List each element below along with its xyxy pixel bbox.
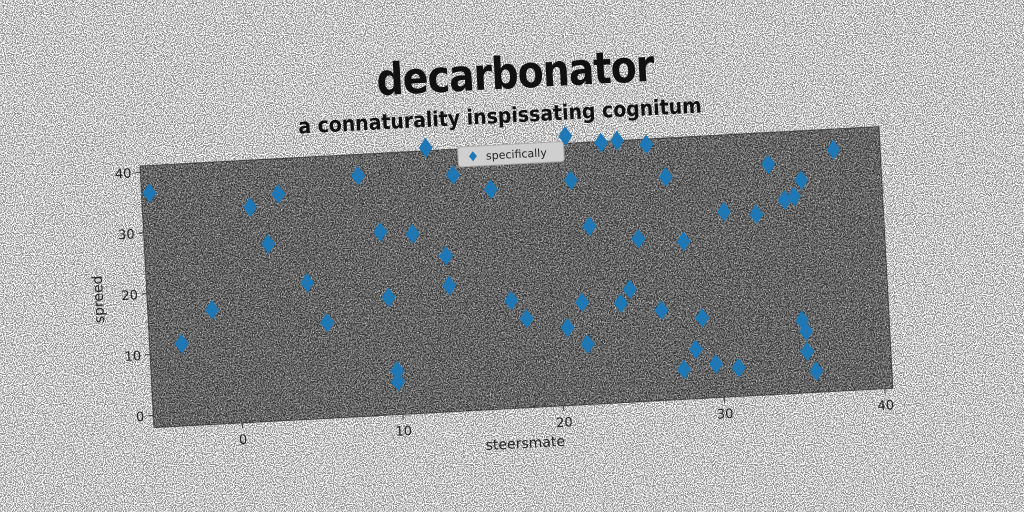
x-axis: 0 10 20 30 40 xyxy=(239,388,894,448)
x-tick-label: 0 xyxy=(239,433,248,448)
legend-box xyxy=(457,141,565,168)
legend-marker xyxy=(468,151,477,162)
data-point xyxy=(446,164,460,185)
data-point xyxy=(610,130,625,151)
y-tick-label: 40 xyxy=(114,167,131,183)
data-point xyxy=(799,321,814,342)
data-point xyxy=(777,190,792,210)
data-point xyxy=(271,184,286,204)
data-point xyxy=(761,154,776,175)
y-axis-label: spreed xyxy=(90,275,109,324)
data-point xyxy=(373,221,388,242)
data-point xyxy=(205,299,220,320)
data-point xyxy=(654,300,669,321)
data-point xyxy=(504,290,519,311)
data-point xyxy=(174,333,189,354)
x-tick-label: 10 xyxy=(395,424,412,440)
data-point xyxy=(563,170,578,191)
x-tick-label: 20 xyxy=(556,415,573,431)
data-point xyxy=(676,231,691,252)
data-point xyxy=(749,204,764,225)
plot-area-group: 0 10 20 30 40 0 10 20 30 40 specifically steersm… xyxy=(90,126,894,454)
data-point xyxy=(243,197,258,218)
legend-label: specifically xyxy=(486,146,548,162)
data-point xyxy=(519,308,534,329)
data-point xyxy=(658,167,673,188)
data-point xyxy=(622,279,637,300)
data-point xyxy=(580,334,595,355)
data-point xyxy=(560,317,575,338)
data-point xyxy=(439,245,454,266)
data-point xyxy=(613,293,628,314)
data-point xyxy=(809,360,824,381)
scatter-points xyxy=(142,126,841,392)
y-tick-label: 30 xyxy=(118,227,135,243)
data-point xyxy=(731,357,746,378)
data-point xyxy=(442,275,457,296)
data-point xyxy=(320,312,335,333)
data-point xyxy=(575,292,590,313)
legend: specifically xyxy=(457,141,565,168)
data-point xyxy=(631,228,646,249)
plot-noise-light xyxy=(140,126,893,428)
data-point xyxy=(800,341,815,362)
data-point xyxy=(717,201,731,222)
data-point xyxy=(582,216,597,237)
data-point xyxy=(483,179,498,200)
data-point xyxy=(300,272,315,293)
data-point xyxy=(142,182,157,203)
data-point xyxy=(688,339,703,360)
data-point xyxy=(695,307,710,328)
y-tick-label: 20 xyxy=(121,288,138,304)
data-point xyxy=(594,132,609,153)
y-tick-label: 10 xyxy=(124,349,141,365)
x-tick-label: 40 xyxy=(877,398,894,414)
data-point xyxy=(709,354,723,375)
data-point xyxy=(558,126,573,147)
data-point xyxy=(794,170,809,191)
data-point xyxy=(390,371,405,392)
data-point xyxy=(261,233,276,254)
data-point xyxy=(390,360,405,381)
data-point xyxy=(826,139,841,160)
data-point xyxy=(677,359,692,380)
data-point xyxy=(381,287,396,308)
data-point xyxy=(787,186,802,207)
data-point xyxy=(639,134,654,155)
x-axis-label: steersmate xyxy=(485,434,565,454)
data-point xyxy=(405,223,420,244)
y-tick-label: 0 xyxy=(136,410,145,425)
y-axis: 0 10 20 30 40 xyxy=(114,167,154,425)
data-point xyxy=(418,137,433,158)
data-point xyxy=(351,165,365,186)
x-tick-label: 30 xyxy=(716,407,733,423)
